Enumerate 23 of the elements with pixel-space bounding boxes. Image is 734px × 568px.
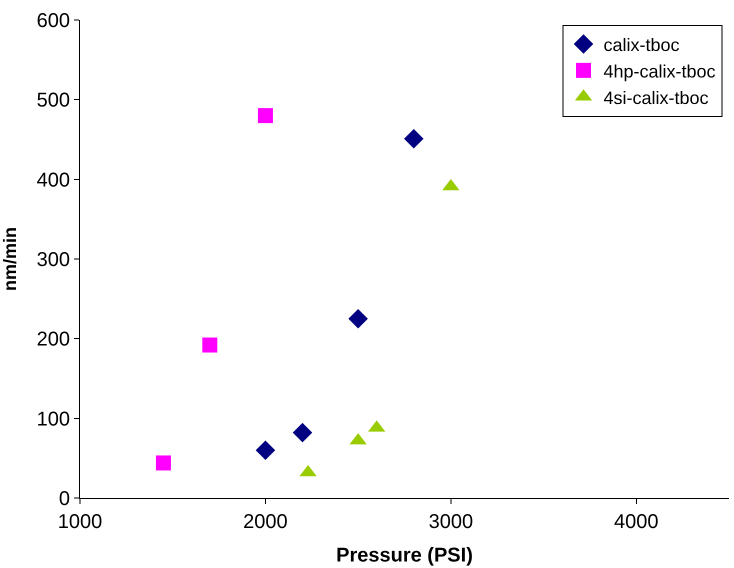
point bbox=[348, 309, 368, 328]
legend-label: 4si-calix-tboc bbox=[604, 88, 709, 108]
x-tick-label: 2000 bbox=[243, 511, 288, 533]
point bbox=[258, 108, 273, 124]
y-tick-label: 300 bbox=[36, 249, 70, 271]
legend-label: calix-tboc bbox=[604, 35, 680, 55]
y-tick-label: 0 bbox=[58, 488, 70, 510]
point bbox=[292, 422, 312, 442]
point bbox=[256, 440, 276, 460]
y-tick-label: 100 bbox=[36, 408, 70, 430]
x-tick-label: 1000 bbox=[58, 511, 102, 533]
point bbox=[404, 128, 424, 148]
y-tick-label: 200 bbox=[36, 328, 70, 351]
point bbox=[156, 455, 171, 470]
legend-label: 4hp-calix-tboc bbox=[604, 61, 716, 82]
y-tick-label: 400 bbox=[36, 169, 70, 192]
x-axis-title: Pressure (PSI) bbox=[336, 544, 473, 566]
y-axis-title: nm/min bbox=[0, 226, 20, 292]
x-tick-label: 4000 bbox=[614, 511, 659, 533]
y-tick-label: 600 bbox=[36, 10, 70, 32]
x-tick-label: 3000 bbox=[428, 511, 474, 533]
point bbox=[202, 338, 218, 353]
y-tick-label: 500 bbox=[36, 90, 70, 112]
